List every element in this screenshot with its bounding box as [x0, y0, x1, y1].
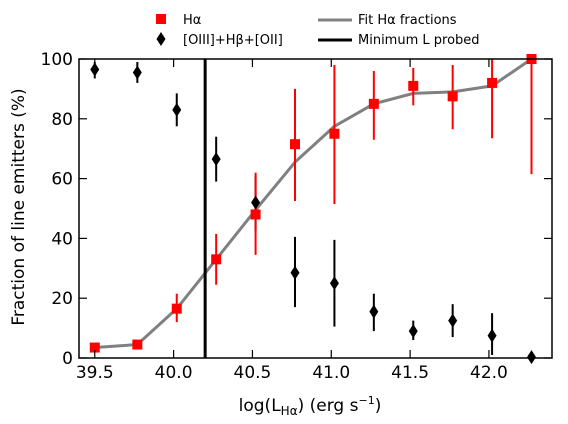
- h-alpha-marker-7: [368, 98, 379, 109]
- y-tick-label-2: 40: [51, 229, 73, 249]
- oiii-hbeta-oii-marker-10: [487, 328, 497, 343]
- h-alpha-marker-3: [211, 254, 222, 265]
- y-tick-label-1: 20: [51, 289, 73, 309]
- y-tick-label-0: 0: [62, 349, 73, 369]
- h-alpha-marker-10: [487, 77, 498, 88]
- errorbar-layer: [93, 59, 533, 358]
- axes-layer: 39.5 40.0 40.5 41.0 41.5 42.0 0 20 40 60 80 100: [41, 50, 553, 383]
- legend-oiii-marker: [156, 32, 166, 46]
- h-alpha-marker-4: [250, 209, 261, 220]
- plot-frame: [78, 58, 553, 359]
- x-axis-title: log(LHα) (erg s−1): [239, 394, 382, 418]
- marker-layer: [89, 54, 537, 365]
- x-tick-label-1: 40.0: [155, 363, 193, 383]
- h-alpha-marker-8: [408, 80, 419, 91]
- oiii-hbeta-oii-marker-4: [251, 195, 261, 210]
- oiii-hbeta-oii-marker-6: [329, 276, 339, 291]
- h-alpha-marker-1: [132, 339, 143, 350]
- h-alpha-marker-6: [329, 128, 340, 139]
- y-tick-label-3: 60: [51, 170, 73, 190]
- y-tick-label-4: 80: [51, 110, 73, 130]
- y-axis-title: Fraction of line emitters (%): [9, 88, 29, 325]
- x-tick-label-2: 40.5: [234, 363, 272, 383]
- x-tick-label-4: 41.5: [391, 363, 429, 383]
- h-alpha-marker-9: [447, 91, 458, 102]
- legend-oiii-label: [OIII]+Hβ+[OII]: [183, 33, 283, 48]
- x-tick-label-0: 39.5: [76, 363, 114, 383]
- oiii-hbeta-oii-marker-7: [369, 304, 379, 319]
- x-tick-label-3: 41.0: [312, 363, 350, 383]
- oiii-hbeta-oii-marker-9: [448, 313, 458, 328]
- h-alpha-marker-0: [89, 342, 100, 353]
- oiii-hbeta-oii-marker-5: [290, 265, 300, 280]
- oiii-hbeta-oii-marker-3: [211, 152, 221, 167]
- line-layer: [94, 57, 533, 358]
- legend: Hα [OIII]+Hβ+[OII] Fit Hα fractions Minimum…: [156, 13, 480, 48]
- h-alpha-marker-5: [290, 139, 301, 150]
- oiii-hbeta-oii-marker-11: [527, 350, 537, 365]
- oiii-hbeta-oii-marker-0: [90, 62, 100, 77]
- legend-h-alpha-marker: [156, 14, 166, 24]
- x-tick-label-5: 42.0: [470, 363, 508, 383]
- oiii-hbeta-oii-marker-8: [408, 324, 418, 339]
- y-tick-label-5: 100: [41, 50, 73, 70]
- legend-h-alpha-label: Hα: [183, 13, 201, 28]
- legend-min-l-label: Minimum L probed: [358, 33, 480, 48]
- oiii-hbeta-oii-marker-2: [172, 102, 182, 117]
- legend-fit-label: Fit Hα fractions: [358, 13, 457, 28]
- fit-h-alpha-line: [94, 57, 533, 350]
- h-alpha-marker-2: [171, 303, 182, 314]
- oiii-hbeta-oii-marker-1: [132, 65, 142, 80]
